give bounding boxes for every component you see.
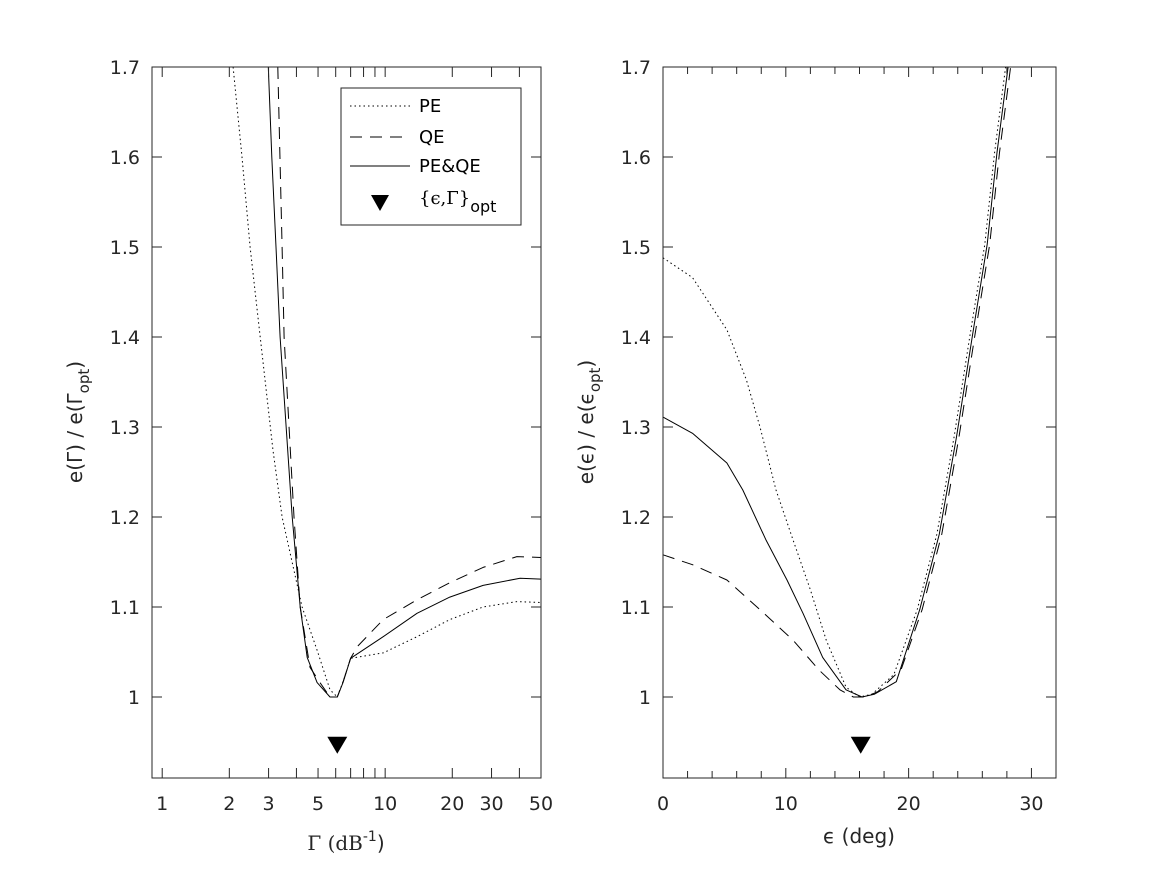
axes-frame [151,66,542,779]
x-tick-label: 10 [774,793,798,815]
y-tick-label: 1.5 [621,237,651,259]
x-tick-label: 2 [223,793,235,815]
y-tick-label: 1.4 [110,327,140,349]
legend-label-pe: PE [419,96,441,117]
x-tick-label: 20 [440,793,464,815]
right-x-axis-label: ϵ (deg) [823,824,895,848]
legend-label-qe: QE [419,127,445,148]
x-tick-label: 0 [657,793,669,815]
series-line-qe [277,66,542,698]
y-tick-label: 1.1 [110,597,140,619]
y-tick-label: 1.3 [621,417,651,439]
right-y-axis-label: e(ϵ) / e(ϵopt) [574,360,604,485]
y-tick-label: 1.4 [621,327,651,349]
legend-label-optimum: {ϵ,Γ}opt [419,188,496,216]
x-tick-label: 1 [156,793,168,815]
left-x-axis-label: Γ (dB-1) [307,829,384,855]
y-tick-label: 1.1 [621,597,651,619]
y-tick-label: 1 [639,687,651,709]
y-tick-label: 1.2 [621,507,651,529]
x-tick-label: 20 [897,793,921,815]
series-line-pe-qe [267,66,542,698]
legend-label-peqe: PE&QE [419,156,481,177]
y-tick-label: 1.3 [110,417,140,439]
x-tick-label: 10 [373,793,397,815]
right-axes: 0 10 20 30 1 1.1 1.2 1.3 1.4 1.5 1.6 1.7 [621,57,1057,815]
y-tick-label: 1.7 [621,57,651,79]
y-tick-label: 1 [128,687,140,709]
series-line-qe [662,66,1012,698]
x-tick-label: 50 [529,793,553,815]
optimum-triangle-marker [327,736,348,754]
x-tick-label: 30 [1019,793,1043,815]
legend-box [340,87,522,226]
y-tick-label: 1.6 [110,147,140,169]
y-tick-label: 1.6 [621,147,651,169]
plot-area [663,67,1056,778]
x-tick-label: 5 [312,793,324,815]
y-tick-label: 1.5 [110,237,140,259]
x-tick-label: 3 [263,793,275,815]
y-tick-label: 1.2 [110,507,140,529]
legend-triangle-marker-icon [371,195,389,211]
y-tick-label: 1.7 [110,57,140,79]
series-line-pe-qe [662,66,1009,698]
left-y-axis-label: e(Γ) / e(Γopt) [63,361,93,483]
optimum-triangle-marker [850,736,871,754]
x-tick-label: 30 [479,793,503,815]
legend: PE QE PE&QE {ϵ,Γ}opt [340,87,522,226]
series-line-pe [232,66,542,698]
